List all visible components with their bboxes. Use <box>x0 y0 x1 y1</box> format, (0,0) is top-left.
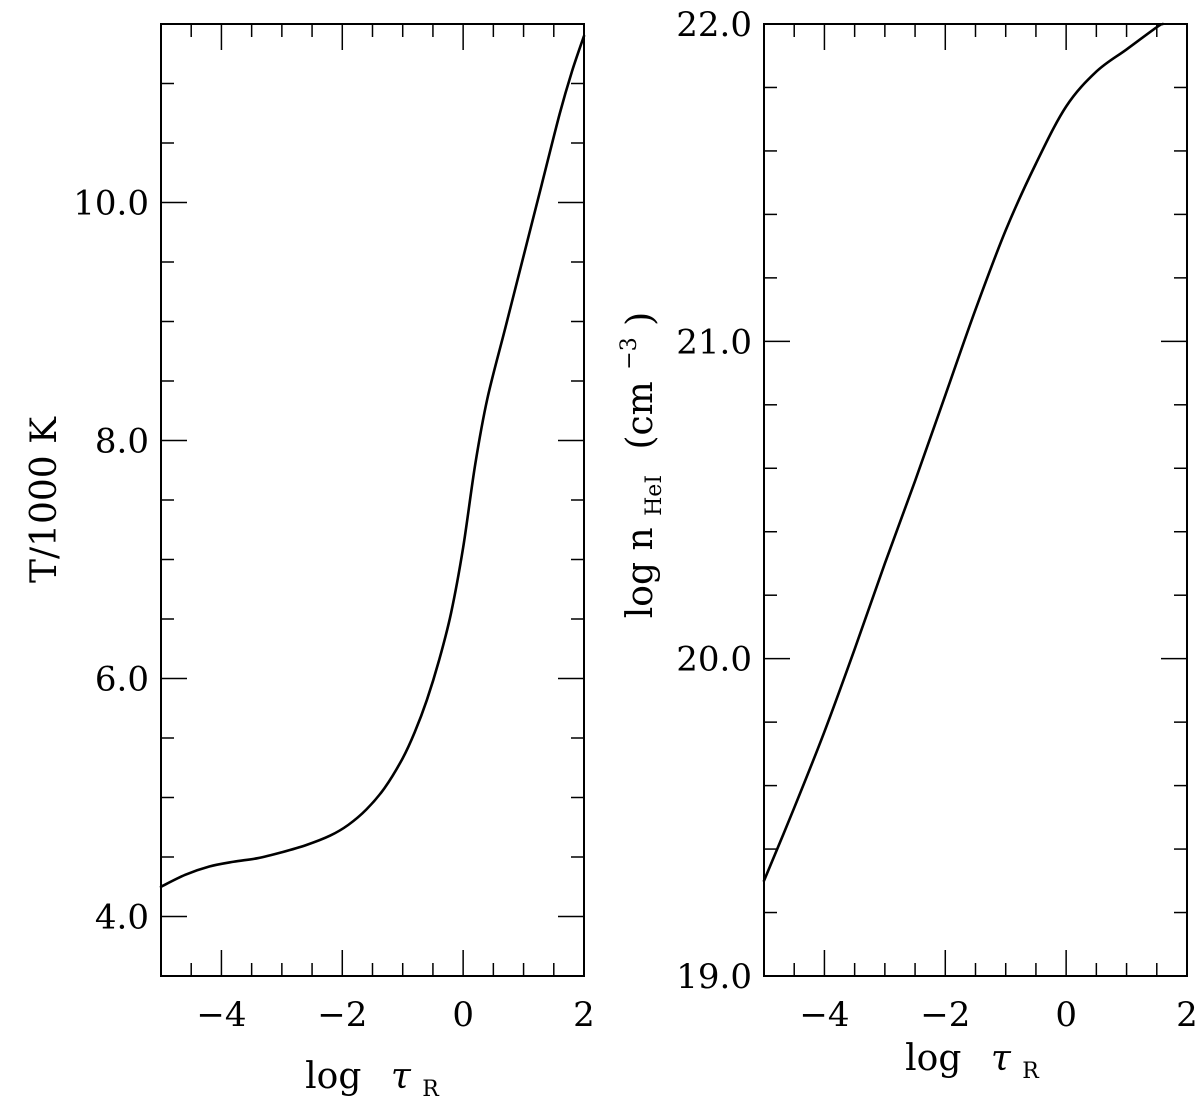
x-tick-label: −2 <box>920 995 970 1035</box>
y-tick-label: 6.0 <box>95 660 149 700</box>
helium-density-y-tick-labels: 19.0 20.0 21.0 22.0 <box>676 5 752 997</box>
y-tick-label: 19.0 <box>676 957 752 997</box>
y-tick-label: 8.0 <box>95 422 149 462</box>
x-tick-label: 0 <box>1055 995 1077 1035</box>
y-tick-label: 10.0 <box>73 184 149 224</box>
helium-density-ticks <box>763 23 1188 977</box>
helium-density-panel: −4 −2 0 2 19.0 20.0 21.0 22.0 log τ R log n He… <box>604 5 1198 1084</box>
temperature-x-axis-label: log τ R <box>305 1056 440 1102</box>
temperature-curve <box>159 34 586 889</box>
x-tick-label: −2 <box>317 995 367 1035</box>
x-tick-label: 2 <box>1176 995 1198 1035</box>
x-tick-label: 2 <box>573 995 595 1035</box>
helium-density-plot-frame <box>763 23 1188 977</box>
temperature-x-tick-labels: −4 −2 0 2 <box>196 995 594 1035</box>
temperature-plot-frame <box>160 23 585 977</box>
helium-density-x-axis-label: log τ R <box>905 1038 1040 1084</box>
x-tick-label: −4 <box>799 995 849 1035</box>
x-tick-label: −4 <box>196 995 246 1035</box>
x-tick-label: 0 <box>452 995 474 1035</box>
y-tick-label: 21.0 <box>676 322 752 362</box>
temperature-panel: −4 −2 0 2 4.0 6.0 8.0 10.0 log τ R T/1000 K <box>24 23 595 1102</box>
y-tick-label: 20.0 <box>676 640 752 680</box>
temperature-y-axis-label: T/1000 K <box>24 416 65 583</box>
y-tick-label: 22.0 <box>676 5 752 45</box>
helium-density-y-axis-label: log n HeI (cm −3 ) <box>604 312 670 618</box>
temperature-ticks <box>160 23 585 977</box>
temperature-y-tick-labels: 4.0 6.0 8.0 10.0 <box>73 184 149 938</box>
helium-density-x-tick-labels: −4 −2 0 2 <box>799 995 1197 1035</box>
helium-density-curve <box>762 22 1165 883</box>
y-tick-label: 4.0 <box>95 898 149 938</box>
